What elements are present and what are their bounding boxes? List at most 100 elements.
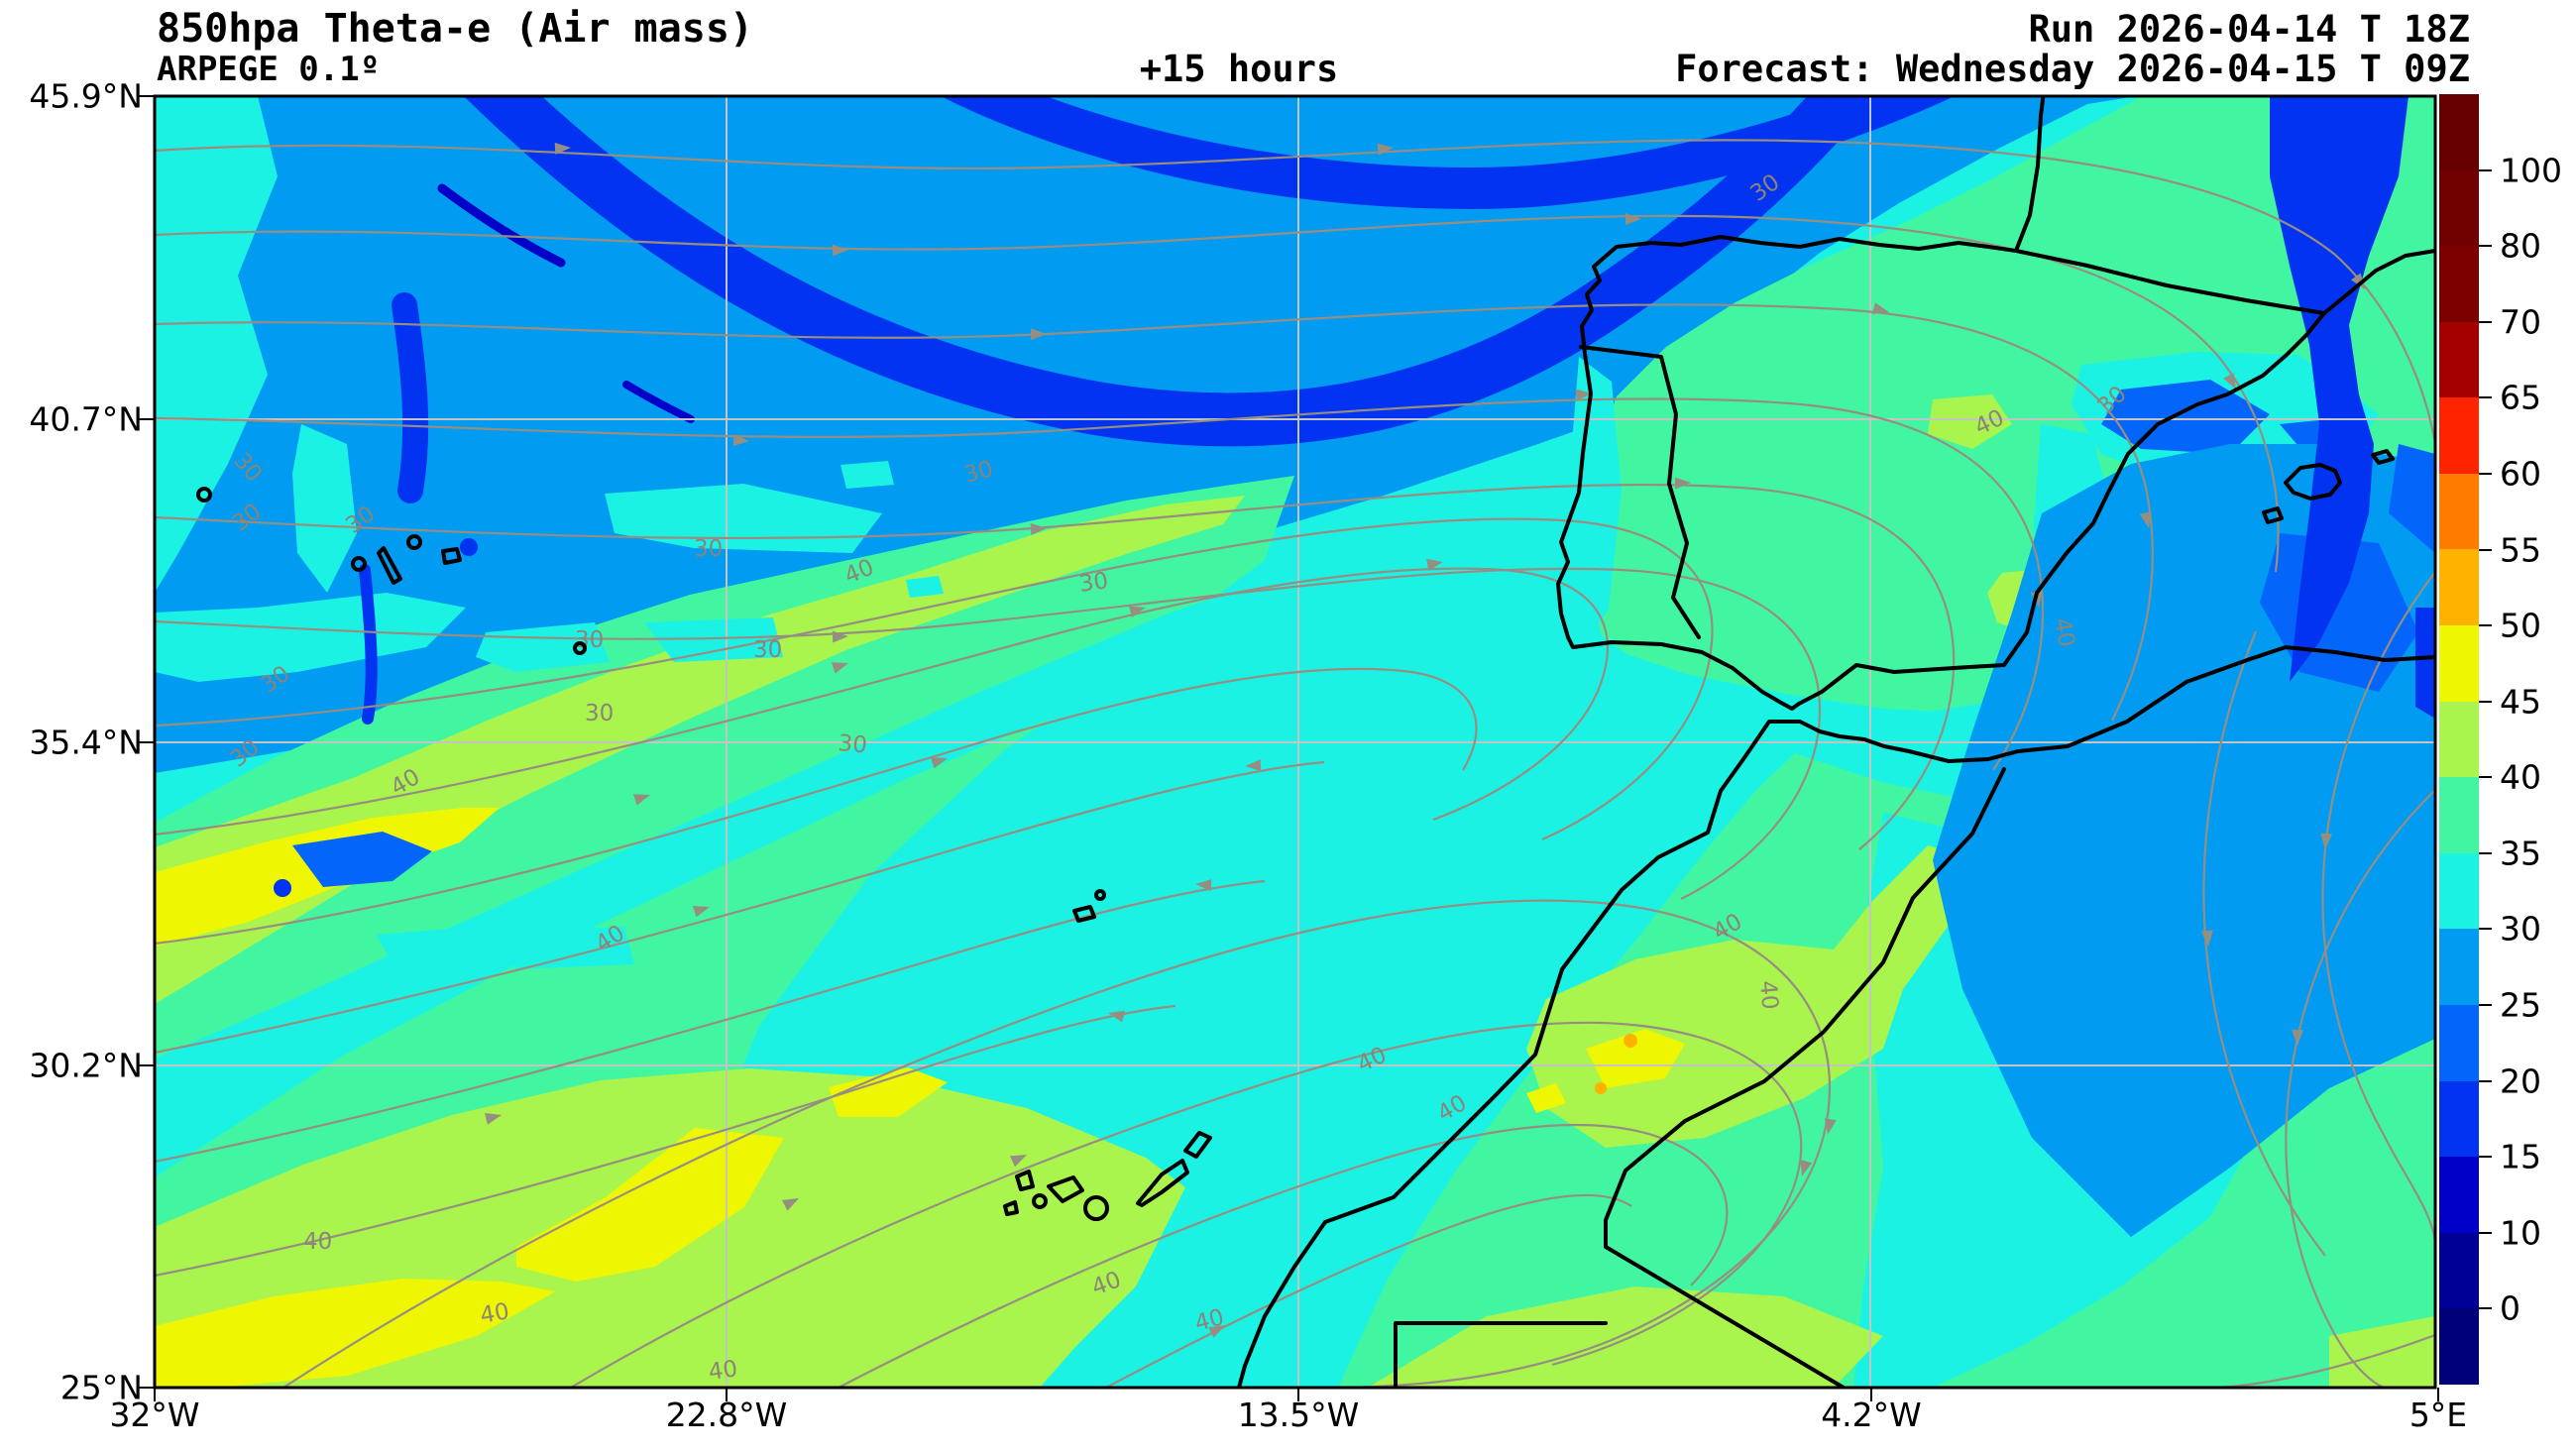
colorbar-tick-label: 65 [2500,378,2541,417]
colorbar-segment [2439,94,2479,170]
colorbar-tick [2479,1079,2492,1082]
colorbar-tick [2479,472,2492,475]
colorbar-segment [2439,549,2479,626]
colorbar-segment [2439,1080,2479,1158]
y-axis-tick [139,1387,155,1389]
contour-label: 40 [479,1298,511,1329]
arrowhead-icon [2223,373,2236,390]
streamline-arrowheads [485,142,2365,1338]
arrowhead-icon [1108,1010,1125,1023]
arrowhead-icon [732,434,749,447]
colorbar-segment [2439,1004,2479,1081]
y-axis-tick [139,1064,155,1066]
arrowhead-icon [1674,477,1691,490]
arrowhead-icon [832,630,848,643]
contour-label: 30 [837,730,867,758]
arrowhead-icon [1030,328,1047,341]
arrowhead-icon [1824,1118,1837,1135]
colorbar-tick-label: 35 [2500,834,2541,873]
y-axis-tick-label: 30.2°N [29,1046,143,1085]
colorbar-segment [2439,397,2479,474]
arrowhead-icon [632,794,650,806]
arrowhead-icon [1377,143,1394,156]
x-axis-tick-label: 5°E [2408,1396,2468,1434]
colorbar-tick-label: 50 [2500,606,2541,645]
colorbar-tick-label: 30 [2500,909,2541,949]
contour-label: 40 [2049,616,2079,649]
arrowhead-icon [1575,389,1592,401]
arrowhead-icon [832,244,848,257]
lead-time-label: +15 hours [1139,48,1339,90]
y-axis-tick-label: 40.7°N [29,399,143,439]
colorbar-tick [2479,320,2492,323]
colorbar-segment [2439,169,2479,247]
colorbar-tick [2479,396,2492,399]
model-label: ARPEGE 0.1º [157,50,381,89]
forecast-label: Forecast: Wednesday 2026-04-15 T 09Z [1675,48,2470,90]
arrowhead-icon [485,1113,502,1125]
contour-label: 30 [575,627,604,653]
arrowhead-icon [2320,833,2333,849]
colorbar-segment [2439,777,2479,853]
colorbar-tick-label: 45 [2500,682,2541,722]
colorbar-tick-label: 20 [2500,1061,2541,1101]
arrowhead-icon [2200,930,2213,947]
arrowhead-icon [1030,522,1047,535]
colorbar-tick-label: 55 [2500,530,2541,570]
arrowhead-icon [930,756,948,769]
arrowhead-icon [1625,213,1641,225]
contour-label: 30 [694,536,723,562]
arrowhead-icon [782,1198,799,1211]
colorbar-tick-label: 100 [2500,151,2562,190]
colorbar-segment [2439,625,2479,702]
colorbar [2439,94,2479,1385]
colorbar-segment [2439,1232,2479,1309]
colorbar-segment [2439,929,2479,1005]
colorbar-tick [2479,928,2492,931]
x-axis-tick [1297,1388,1299,1401]
x-axis-tick-label: 32°W [109,1396,200,1434]
arrowhead-icon [1800,1159,1813,1176]
map-frame [153,94,2437,1390]
run-label: Run 2026-04-14 T 18Z [2028,8,2470,51]
colorbar-segment [2439,701,2479,778]
arrowhead-icon [554,142,571,155]
y-axis-tick [139,741,155,743]
arrowhead-icon [692,905,710,918]
x-axis-tick [154,1388,156,1401]
y-axis-tick-label: 45.9°N [29,76,143,116]
colorbar-tick [2479,1004,2492,1007]
colorbar-segment [2439,473,2479,550]
chart-title: 850hpa Theta-e (Air mass) [157,6,754,52]
contour-label: 30 [753,637,782,663]
colorbar-tick-label: 80 [2500,226,2541,266]
y-axis-tick-label: 25°N [59,1368,143,1407]
y-axis-tick [139,418,155,420]
colorbar-tick [2479,851,2492,854]
arrowhead-icon [1009,1155,1027,1168]
streamlines [155,139,2435,1388]
arrowhead-icon [2350,273,2365,289]
colorbar-tick [2479,1307,2492,1310]
colorbar-tick-label: 0 [2500,1288,2520,1328]
y-axis-tick-label: 35.4°N [29,723,143,762]
colorbar-tick-label: 25 [2500,985,2541,1025]
arrowhead-icon [1195,879,1212,892]
colorbar-tick [2479,624,2492,627]
x-axis-tick-label: 22.8°W [665,1396,788,1434]
colorbar-tick [2479,776,2492,779]
colorbar-tick-label: 70 [2500,302,2541,342]
arrowhead-icon [2292,1030,2303,1046]
colorbar-segment [2439,246,2479,322]
colorbar-tick-label: 10 [2500,1213,2541,1253]
colorbar-segment [2439,321,2479,398]
arrowhead-icon [1245,759,1262,772]
arrowhead-icon [831,662,848,674]
colorbar-segment [2439,1157,2479,1233]
arrowhead-icon [1208,1325,1225,1338]
colorbar-segment [2439,1308,2479,1385]
colorbar-segment [2439,852,2479,930]
colorbar-tick [2479,168,2492,171]
